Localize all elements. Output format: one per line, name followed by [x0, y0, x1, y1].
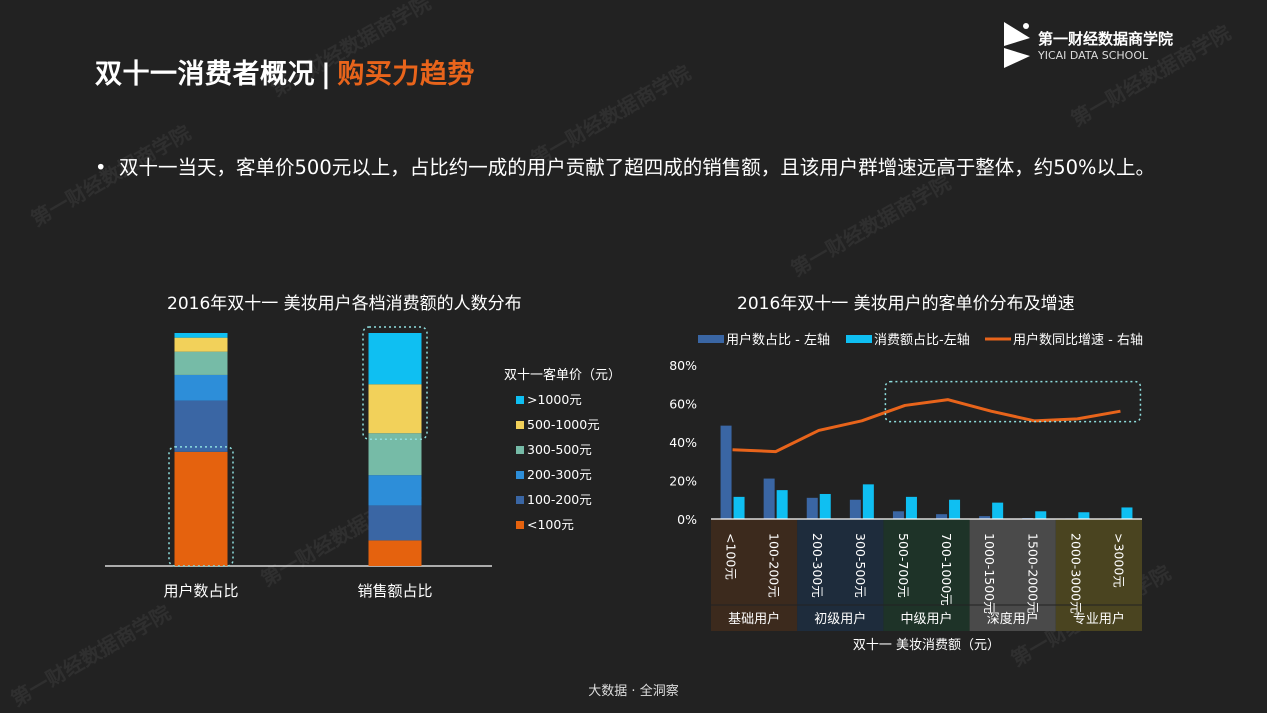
- y-tick-label: 0%: [677, 512, 697, 527]
- group-label: 中级用户: [900, 611, 952, 627]
- x-tick-label: 500-700元: [896, 533, 911, 598]
- y-tick-label: 20%: [669, 474, 697, 489]
- bar-sales: [776, 490, 788, 519]
- bullet-marker: •: [95, 156, 107, 179]
- watermark: 第一财经数据商学院: [786, 170, 955, 282]
- bullet-text: 双十一当天，客单价500元以上，占比约一成的用户贡献了超四成的销售额，且该用户群…: [119, 156, 1156, 179]
- title-separator: |: [321, 59, 332, 90]
- group-band: [711, 519, 798, 631]
- line-growth: [732, 398, 1121, 454]
- bar-segment: [368, 505, 422, 541]
- legend-swatch: [516, 471, 524, 479]
- combo-bar-line-chart: 基础用户 初级用户 中级用户 深度用户 专业用户 用户数占比 - 左轴 消费额占比-左轴 用户…: [669, 332, 1143, 653]
- bar-segment: [174, 337, 228, 352]
- legend-label: <100元: [527, 517, 574, 532]
- title-main: 双十一消费者概况: [95, 59, 315, 90]
- bar-sales: [733, 496, 745, 519]
- bar-sales: [905, 496, 917, 519]
- bar-sales: [992, 502, 1004, 519]
- legend-swatch: [698, 335, 724, 343]
- bar-users: [806, 497, 818, 519]
- legend-swatch: [516, 446, 524, 454]
- bar-sales: [1121, 507, 1133, 519]
- legend-title: 双十一客单价（元）: [504, 367, 620, 383]
- legend-label: 100-200元: [527, 492, 592, 507]
- bar-segment: [174, 333, 228, 338]
- x-tick-label: 100-200元: [767, 533, 782, 598]
- bar-sales: [862, 484, 874, 519]
- bar-users: [936, 514, 948, 519]
- group-label: 专业用户: [1073, 611, 1125, 627]
- bar-segment: [174, 400, 228, 452]
- x-tick-label: 200-300元: [810, 533, 825, 598]
- legend-label: 300-500元: [527, 442, 592, 457]
- x-tick-label: 1000-1500元: [982, 533, 997, 614]
- footer-text: 大数据 · 全洞察: [588, 684, 679, 699]
- bullet-point: • 双十一当天，客单价500元以上，占比约一成的用户贡献了超四成的销售额，且该用…: [95, 156, 1205, 180]
- bar-users: [892, 511, 904, 519]
- bar-segment: [368, 384, 422, 434]
- x-tick-label: <100元: [724, 533, 739, 580]
- chart2-title: 2016年双十一 美妆用户的客单价分布及增速: [737, 294, 1075, 314]
- bar-segment: [368, 475, 422, 506]
- y-tick-label: 80%: [669, 358, 697, 373]
- legend-swatch: [985, 337, 1011, 341]
- bar-users: [720, 425, 732, 519]
- bar-users: [979, 516, 991, 519]
- legend-swatch: [846, 335, 872, 343]
- legend-label: >1000元: [527, 392, 582, 407]
- group-band: [883, 519, 970, 631]
- legend-swatch: [516, 496, 524, 504]
- legend-label: 500-1000元: [527, 417, 600, 432]
- legend-swatch: [516, 421, 524, 429]
- bar-segment: [174, 451, 228, 566]
- page-title: 双十一消费者概况 | 购买力趋势: [95, 52, 475, 91]
- logo-text-cn: 第一财经数据商学院: [1038, 30, 1174, 48]
- bar-users: [849, 499, 861, 519]
- logo: 第一财经数据商学院 YICAI DATA SCHOOL: [1000, 20, 1200, 70]
- x-tick-label: >3000元: [1111, 533, 1126, 588]
- bar-sales: [819, 493, 831, 519]
- legend-label: 用户数占比 - 左轴: [726, 332, 830, 348]
- bar-users: [763, 478, 775, 519]
- x-axis-title: 双十一 美妆消费额（元）: [853, 638, 1000, 653]
- group-label: 深度用户: [987, 611, 1039, 627]
- legend-label: 200-300元: [527, 467, 592, 482]
- title-accent: 购买力趋势: [337, 59, 475, 90]
- x-tick-label: 用户数占比: [163, 582, 238, 600]
- legend-label: 用户数同比增速 - 右轴: [1013, 332, 1143, 348]
- x-tick-label: 300-500元: [853, 533, 868, 598]
- y-tick-label: 40%: [669, 435, 697, 450]
- bar-sales: [1035, 511, 1047, 519]
- x-tick-label: 700-1000元: [939, 533, 954, 606]
- bar-segment: [174, 351, 228, 375]
- group-band: [969, 519, 1056, 631]
- y-tick-label: 60%: [669, 397, 697, 412]
- bar-segment: [368, 433, 422, 476]
- bar-sales: [949, 499, 961, 519]
- x-tick-label: 2000-3000元: [1068, 533, 1083, 614]
- group-label: 基础用户: [728, 611, 780, 627]
- group-band: [1055, 519, 1142, 631]
- bar-segment: [368, 333, 422, 385]
- legend-swatch: [516, 396, 524, 404]
- logo-text-en: YICAI DATA SCHOOL: [1038, 49, 1149, 62]
- highlight-box: [362, 326, 428, 440]
- highlight-box: [168, 446, 234, 567]
- chart1-title: 2016年双十一 美妆用户各档消费额的人数分布: [167, 294, 522, 314]
- watermark: 第一财经数据商学院: [526, 60, 695, 172]
- bar-sales: [1078, 512, 1090, 519]
- group-label: 初级用户: [814, 611, 866, 627]
- bar-segment: [368, 540, 422, 566]
- x-tick-label: 1500-2000元: [1025, 533, 1040, 614]
- legend-swatch: [516, 521, 524, 529]
- stacked-bar-chart: 用户数占比 销售额占比 双十一客单价（元） >1000元 500-1000元 300-50…: [105, 326, 620, 600]
- x-tick-label: 销售额占比: [357, 582, 432, 600]
- group-band: [797, 519, 884, 631]
- legend-label: 消费额占比-左轴: [874, 333, 970, 348]
- bar-segment: [174, 374, 228, 401]
- logo-mark-icon: [1004, 22, 1030, 68]
